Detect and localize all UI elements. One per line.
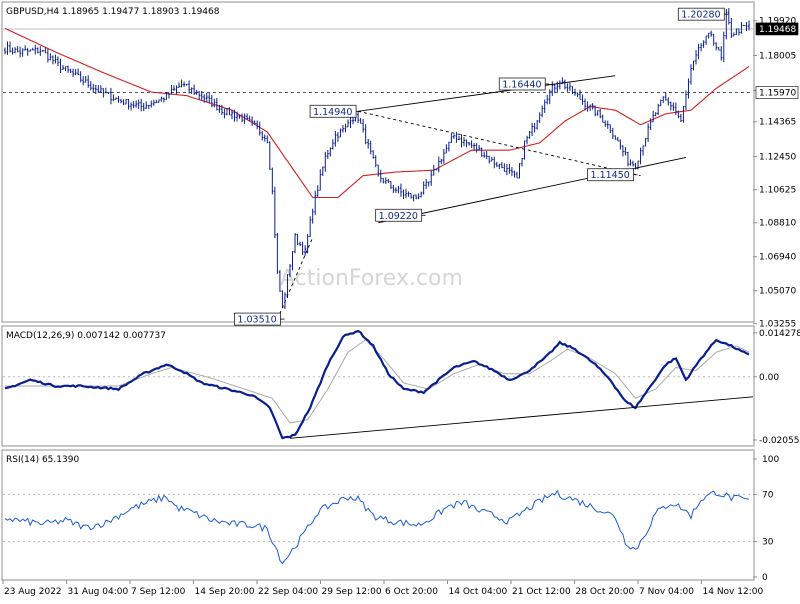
annotation-box <box>587 168 634 182</box>
price-tick-label: 1.03255 <box>759 320 796 330</box>
price-tick-label: 1.12450 <box>759 153 796 163</box>
price-tick-label: 1.19920 <box>759 17 796 27</box>
price-tick-label: 1.18005 <box>759 52 796 62</box>
x-tick-label: 23 Aug 2022 <box>4 587 62 597</box>
annotation-box <box>677 7 725 21</box>
price-title: GBPUSD,H4 1.18965 1.19477 1.18903 1.1946… <box>6 7 220 17</box>
macd-line <box>4 329 750 440</box>
x-tick-label: 14 Sep 20:00 <box>195 587 255 597</box>
level-price-label: 1.19468 <box>759 25 796 35</box>
level-price-tag <box>755 22 799 36</box>
rsi-tick-label: 70 <box>762 490 774 500</box>
price-tick-label: 1.08810 <box>759 219 796 229</box>
price-tick-label: 1.06940 <box>759 253 796 263</box>
macd-trendline <box>289 396 754 439</box>
price-tick-label: 1.10625 <box>759 186 796 196</box>
level-price-tag <box>755 86 799 99</box>
macd-tick-label: -0.020556 <box>759 436 800 446</box>
rsi-panel-frame <box>1 449 755 581</box>
annotation-box <box>309 104 357 118</box>
annotation-label: 1.14940 <box>313 107 352 118</box>
macd-tick-label: 0.014278 <box>759 329 800 339</box>
x-tick-label: 14 Oct 04:00 <box>449 587 508 597</box>
trendline <box>276 237 314 320</box>
x-tick-label: 22 Sep 04:00 <box>258 587 318 597</box>
x-tick-label: 7 Sep 12:00 <box>131 587 186 597</box>
trendline <box>378 157 687 224</box>
x-tick-label: 28 Oct 20:00 <box>576 587 635 597</box>
x-tick-label: 14 Nov 12:00 <box>703 587 764 597</box>
rsi-tick-label: 30 <box>762 538 774 548</box>
macd-tick-label: 0.00 <box>759 373 779 383</box>
level-price-label: 1.15970 <box>759 89 796 99</box>
moving-average-line <box>4 27 750 199</box>
annotation-label: 1.09220 <box>379 211 418 222</box>
annotation-label: 1.16440 <box>502 80 541 91</box>
x-tick-label: 21 Oct 12:00 <box>512 587 571 597</box>
rsi-line <box>4 489 750 565</box>
annotation-label: 1.20280 <box>681 10 720 21</box>
annotation-box <box>234 312 281 326</box>
x-tick-label: 7 Nov 04:00 <box>639 587 694 597</box>
x-tick-label: 6 Oct 20:00 <box>385 587 438 597</box>
x-tick-label: 31 Aug 04:00 <box>68 587 129 597</box>
annotation-box <box>375 208 423 222</box>
rsi-tick-label: 100 <box>762 455 779 465</box>
price-tick-label: 1.14365 <box>759 118 796 128</box>
macd-panel-frame <box>1 325 755 447</box>
price-panel-frame <box>1 1 755 323</box>
annotation-label: 1.03510 <box>237 315 276 326</box>
rsi-tick-label: 0 <box>762 573 768 583</box>
macd-title: MACD(12,26,9) 0.007142 0.007737 <box>6 331 166 341</box>
price-tick-label: 1.05070 <box>759 287 796 297</box>
trendline <box>358 75 616 112</box>
x-tick-label: 29 Sep 12:00 <box>322 587 382 597</box>
annotation-box <box>498 77 546 91</box>
trendline <box>357 110 641 177</box>
annotation-label: 1.11450 <box>591 170 630 181</box>
rsi-title: RSI(14) 65.1390 <box>6 455 79 465</box>
watermark: ActionForex.com <box>280 266 463 291</box>
